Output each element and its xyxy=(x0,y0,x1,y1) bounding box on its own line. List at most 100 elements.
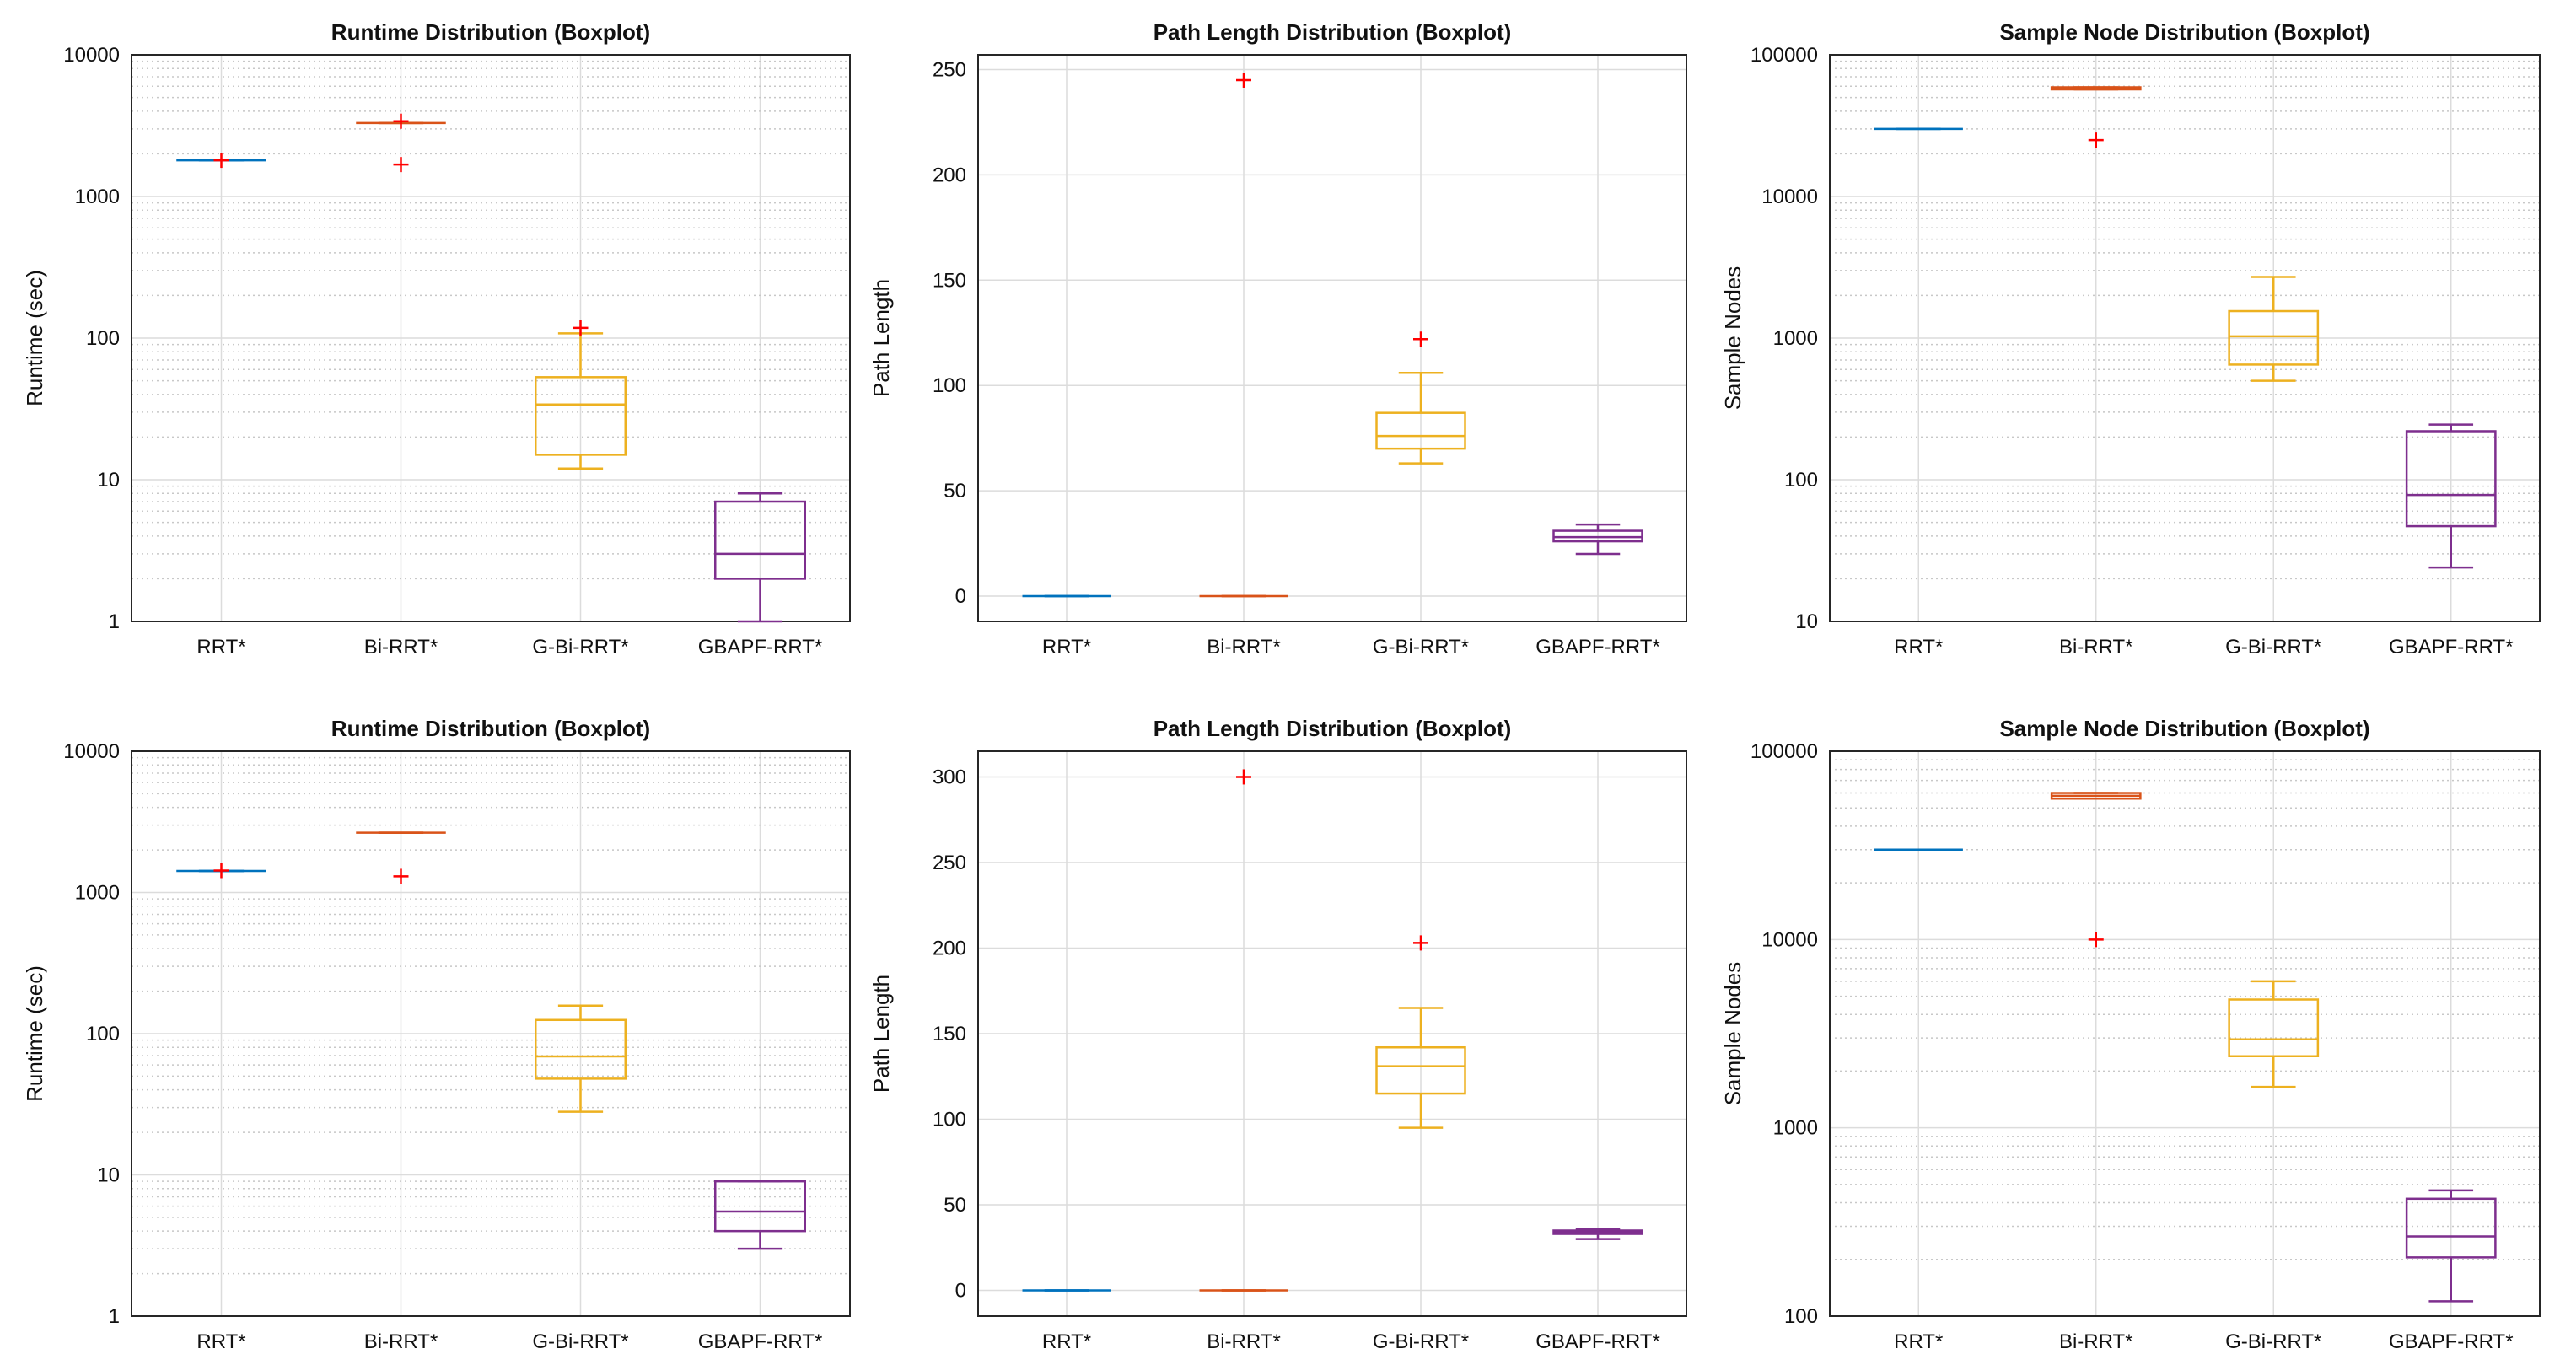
x-tick-label: GBAPF-RRT* xyxy=(1535,1330,1660,1353)
x-tick-label: RRT* xyxy=(1894,636,1943,658)
outlier-marker xyxy=(393,113,409,129)
y-tick-label: 100 xyxy=(933,1109,966,1131)
x-tick-label: GBAPF-RRT* xyxy=(2389,636,2514,658)
y-tick-label: 10000 xyxy=(63,44,120,67)
axes-frame xyxy=(131,54,851,622)
chart-panel-6: 100 1000 10000 100000 RRT* Bi-RRT* G-Bi-RRT* GB… xyxy=(1720,716,2541,1353)
x-tick-label: Bi-RRT* xyxy=(2059,1330,2133,1353)
x-tick-label: GBAPF-RRT* xyxy=(698,1330,823,1353)
x-tick-label: Bi-RRT* xyxy=(1207,636,1281,658)
x-tick-label: Bi-RRT* xyxy=(364,1330,438,1353)
y-tick-label: 0 xyxy=(955,1280,966,1303)
x-tick-label: GBAPF-RRT* xyxy=(2389,1330,2514,1353)
x-tick-label: Bi-RRT* xyxy=(364,636,438,658)
y-tick-label: 200 xyxy=(933,937,966,959)
y-tick-label: 1000 xyxy=(1773,327,1818,350)
box-2 xyxy=(356,113,446,173)
box-4 xyxy=(1552,523,1643,556)
y-tick-label: 10000 xyxy=(1761,185,1818,208)
chart-panel-1: 1 10 100 1000 10000 RRT* Bi-RRT* G-Bi-RRT* GBAPF… xyxy=(22,19,851,658)
chart-panel-3: 10 100 1000 10000 100000 RRT* Bi-RRT* G-Bi-RRT*… xyxy=(1720,19,2541,658)
chart-title: Runtime Distribution (Boxplot) xyxy=(331,19,650,45)
outlier-marker xyxy=(393,868,409,884)
x-tick-label: G-Bi-RRT* xyxy=(532,636,628,658)
y-tick-label: 1000 xyxy=(75,882,120,905)
y-tick-label: 250 xyxy=(933,58,966,81)
x-tick-label: G-Bi-RRT* xyxy=(2225,636,2321,658)
outlier-marker xyxy=(2088,132,2104,148)
chart-panel-2: 0 50 100 150 200 250 RRT* Bi-RRT* G-Bi-RRT* GBAPF… xyxy=(869,19,1687,658)
y-axis-label: Sample Nodes xyxy=(1720,962,1745,1106)
x-tick-label: Bi-RRT* xyxy=(2059,636,2133,658)
chart-title: Sample Node Distribution (Boxplot) xyxy=(1999,19,2369,45)
y-tick-label: 0 xyxy=(955,585,966,608)
outlier-marker xyxy=(1236,769,1251,785)
axes-frame xyxy=(977,750,1687,1317)
box-4 xyxy=(2405,423,2497,569)
box-3 xyxy=(535,1004,627,1113)
y-tick-label: 10000 xyxy=(1761,928,1818,951)
x-tick-label: RRT* xyxy=(196,1330,245,1353)
box-1 xyxy=(176,863,266,879)
y-axis-label: Sample Nodes xyxy=(1720,266,1745,411)
outlier-marker xyxy=(573,320,589,336)
outlier-marker xyxy=(2088,932,2104,948)
outlier-marker xyxy=(213,153,229,169)
iqr-box xyxy=(1375,1045,1466,1095)
y-tick-label: 200 xyxy=(933,164,966,186)
iqr-box xyxy=(714,500,806,580)
y-tick-label: 150 xyxy=(933,269,966,292)
axes-frame xyxy=(1829,54,2541,622)
y-axis-label: Runtime (sec) xyxy=(22,965,47,1102)
y-tick-label: 1000 xyxy=(75,185,120,208)
y-tick-label: 100 xyxy=(86,327,120,350)
y-tick-label: 1000 xyxy=(1773,1117,1818,1140)
box-4 xyxy=(1552,1228,1643,1240)
chart-title: Runtime Distribution (Boxplot) xyxy=(331,716,650,741)
iqr-box xyxy=(2405,1197,2497,1259)
box-4 xyxy=(2405,1189,2497,1303)
outlier-marker xyxy=(393,157,409,173)
y-axis-label: Runtime (sec) xyxy=(22,270,47,406)
y-tick-label: 10 xyxy=(97,1164,120,1187)
y-tick-label: 300 xyxy=(933,766,966,788)
box-3 xyxy=(2228,980,2320,1088)
x-tick-label: G-Bi-RRT* xyxy=(1373,636,1469,658)
box-1 xyxy=(176,153,266,169)
box-2 xyxy=(1199,769,1288,1292)
box-4 xyxy=(714,1180,806,1250)
y-tick-label: 100000 xyxy=(1750,740,1818,763)
y-tick-label: 1 xyxy=(109,1305,120,1328)
chart-panel-4: 1 10 100 1000 10000 RRT* Bi-RRT* G-Bi-RRT* GBAPF… xyxy=(22,716,851,1353)
iqr-box xyxy=(2405,430,2497,528)
x-tick-label: G-Bi-RRT* xyxy=(532,1330,628,1353)
y-axis-label: Path Length xyxy=(869,279,894,397)
x-tick-label: GBAPF-RRT* xyxy=(1535,636,1660,658)
iqr-box xyxy=(714,1180,806,1233)
box-3 xyxy=(2228,276,2320,382)
chart-title: Path Length Distribution (Boxplot) xyxy=(1154,716,1512,741)
x-tick-label: RRT* xyxy=(1894,1330,1943,1353)
iqr-box xyxy=(2228,998,2320,1058)
chart-title: Sample Node Distribution (Boxplot) xyxy=(1999,716,2369,741)
y-tick-label: 50 xyxy=(944,1194,966,1217)
axes-frame xyxy=(131,750,851,1317)
x-tick-label: G-Bi-RRT* xyxy=(2225,1330,2321,1353)
axes-frame xyxy=(1829,750,2541,1317)
axes-frame xyxy=(977,54,1687,622)
x-tick-label: RRT* xyxy=(196,636,245,658)
y-tick-label: 100 xyxy=(1784,1305,1818,1328)
y-tick-label: 100000 xyxy=(1750,44,1818,67)
y-tick-label: 100 xyxy=(86,1023,120,1045)
x-tick-label: RRT* xyxy=(1042,636,1091,658)
y-tick-label: 1 xyxy=(109,610,120,633)
y-tick-label: 50 xyxy=(944,480,966,502)
x-tick-label: RRT* xyxy=(1042,1330,1091,1353)
y-axis-label: Path Length xyxy=(869,975,894,1093)
box-2 xyxy=(2050,792,2142,948)
iqr-box xyxy=(535,1018,627,1080)
chart-title: Path Length Distribution (Boxplot) xyxy=(1154,19,1512,45)
x-tick-label: Bi-RRT* xyxy=(1207,1330,1281,1353)
box-2 xyxy=(356,831,446,884)
